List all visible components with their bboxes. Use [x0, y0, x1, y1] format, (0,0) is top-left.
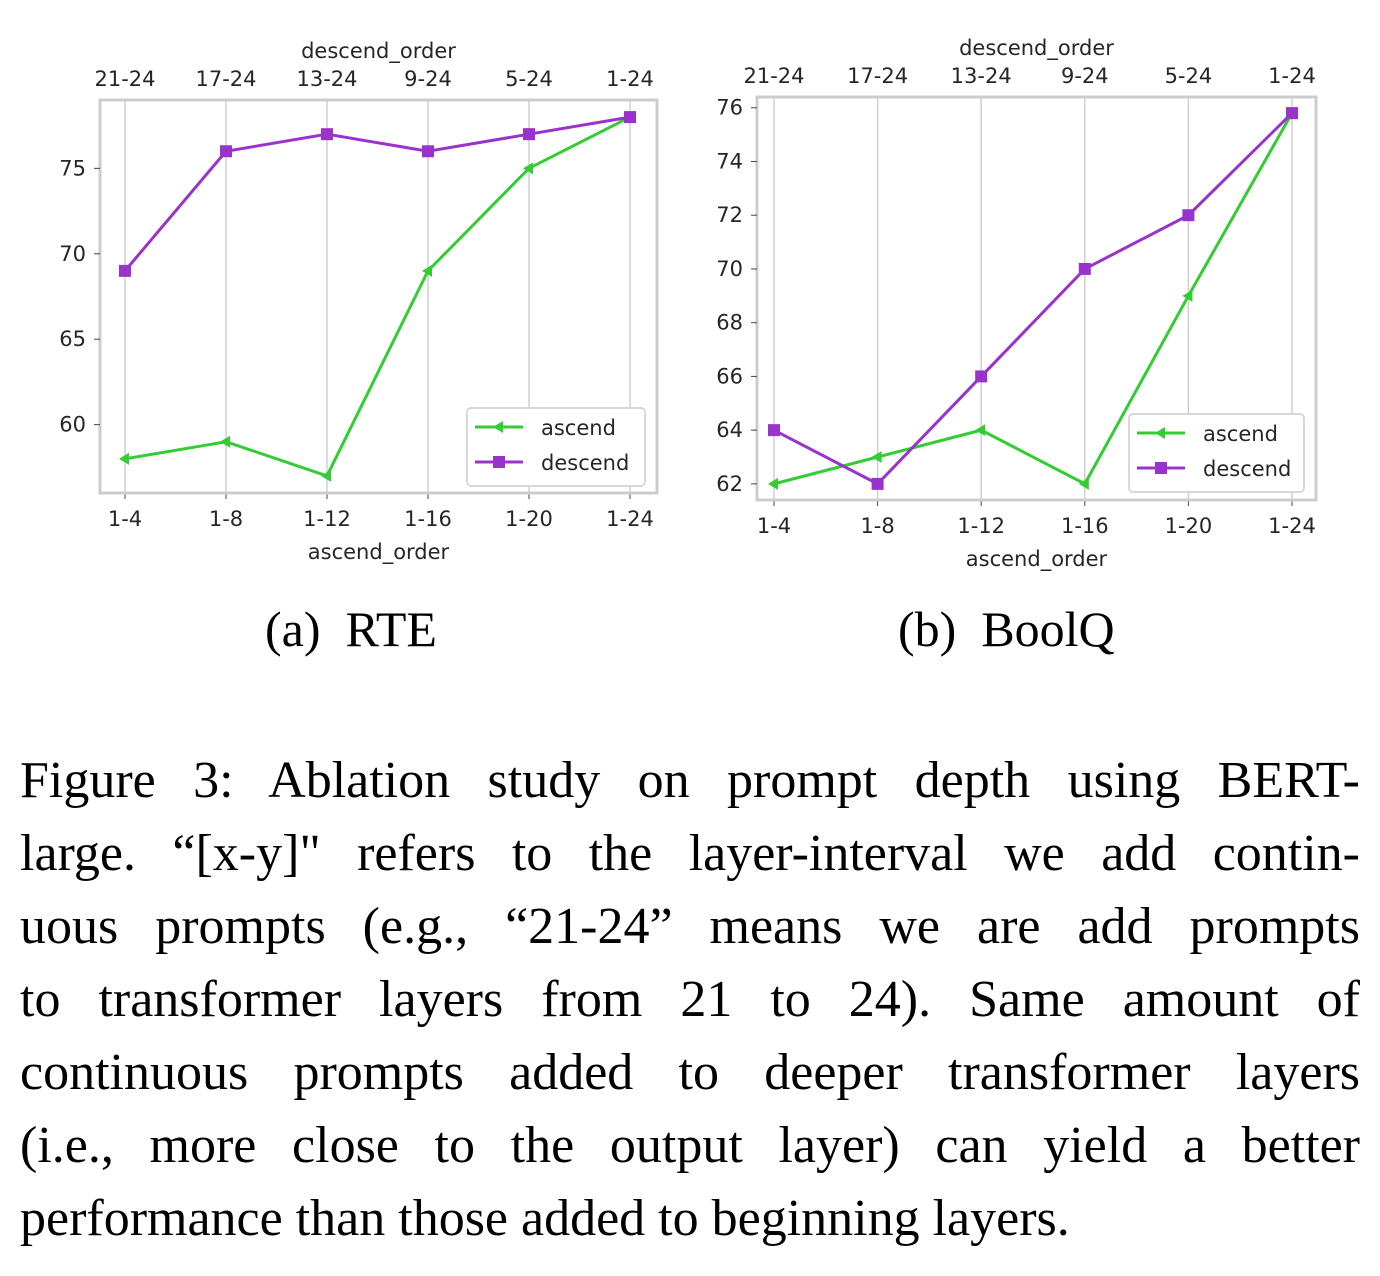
top-tick-label: 21-24	[94, 67, 155, 91]
ascend-marker	[523, 162, 533, 175]
descend-line	[773, 112, 1294, 486]
plot-frame	[98, 98, 659, 495]
series-descend	[119, 111, 636, 277]
y-tick-label: 70	[59, 242, 86, 266]
top-tick-label: 17-24	[847, 64, 908, 88]
descend-marker	[220, 145, 232, 158]
ascend-marker	[119, 452, 129, 465]
top-axis-label: descend_order	[301, 39, 456, 64]
x-tick-label: 1-24	[1268, 514, 1316, 538]
legend-label: ascend	[541, 416, 616, 440]
x-tick-label: 1-8	[209, 507, 243, 531]
ascend-marker	[768, 477, 778, 490]
top-tick-label: 21-24	[743, 64, 804, 88]
caption-line: continuous prompts added to deeper trans…	[20, 1044, 1360, 1101]
descend-marker	[768, 424, 780, 437]
y-tick-label: 72	[716, 203, 743, 227]
top-tick-label: 17-24	[195, 67, 256, 91]
y-tick-label: 62	[716, 472, 743, 496]
x-tick-label: 1-4	[757, 514, 791, 538]
subcaption-label: (a)	[265, 601, 321, 657]
caption-line: uous prompts (e.g., “21-24” means we are…	[20, 898, 1360, 955]
ascend-marker	[1155, 427, 1165, 439]
descend-marker	[1286, 107, 1298, 120]
descend-marker	[975, 370, 988, 383]
x-tick-label: 1-4	[108, 507, 142, 531]
top-tick-label: 1-24	[1268, 64, 1316, 88]
ascend-marker	[871, 451, 882, 464]
y-tick-label: 68	[716, 311, 743, 335]
ascend-marker	[975, 424, 986, 437]
chart-boolq: 1-4 21-24 1-8 17-24 1-12 13-24 1-16 9-24 1-20 5-2…	[716, 36, 1318, 572]
ascend-line	[773, 112, 1294, 486]
ascend-marker	[1078, 477, 1089, 490]
top-tick-label: 13-24	[296, 67, 357, 91]
subcaption-b: (b) BoolQ	[898, 600, 1115, 658]
caption-line: to transformer layers from 21 to 24). Sa…	[20, 971, 1360, 1028]
y-tick-label: 66	[716, 364, 743, 388]
legend-label: descend	[1203, 457, 1291, 481]
caption-line: performance than those added to beginnin…	[20, 1190, 1070, 1247]
descend-marker	[871, 477, 884, 490]
x-tick-label: 1-16	[404, 507, 452, 531]
x-axis-label: ascend_order	[966, 547, 1108, 572]
ascend-marker	[493, 421, 503, 433]
plot-frame	[755, 95, 1318, 502]
subcaption-a: (a) RTE	[265, 600, 437, 658]
top-tick-label: 1-24	[606, 67, 654, 91]
legend: ascend descend	[466, 407, 646, 487]
legend-label: ascend	[1203, 422, 1278, 446]
descend-marker	[321, 128, 333, 141]
caption-line: large. “[x-y]" refers to the layer-inter…	[20, 825, 1360, 882]
y-tick-label: 60	[59, 413, 86, 437]
y-tick-label: 70	[716, 257, 743, 281]
top-tick-label: 13-24	[951, 64, 1012, 88]
x-tick-label: 1-8	[860, 514, 894, 538]
figure-charts: 1-4 21-24 1-8 17-24 1-12 13-24 1-16 9-24 1-20 5-2…	[59, 36, 1318, 572]
top-tick-label: 5-24	[1165, 64, 1213, 88]
x-tick-label: 1-20	[1165, 514, 1213, 538]
top-tick-label: 5-24	[505, 67, 553, 91]
subcaption-label: (b)	[898, 601, 957, 657]
ascend-line	[124, 115, 631, 478]
x-tick-label: 1-20	[505, 507, 553, 531]
figure-caption: Figure 3: Ablation study on prompt depth…	[20, 744, 1360, 1255]
descend-marker	[1078, 262, 1091, 275]
x-tick-label: 1-12	[957, 514, 1005, 538]
caption-line: Figure 3: Ablation study on prompt depth…	[20, 752, 1360, 809]
y-tick-label: 74	[716, 149, 743, 173]
chart-rte: 1-4 21-24 1-8 17-24 1-12 13-24 1-16 9-24 1-20 5-2…	[59, 39, 659, 565]
ascend-marker	[422, 264, 432, 277]
series-descend	[768, 107, 1298, 490]
y-tick-label: 75	[59, 156, 86, 180]
subcaption-title: BoolQ	[981, 601, 1115, 657]
x-axis-label: ascend_order	[308, 540, 450, 565]
x-tick-label: 1-12	[303, 507, 351, 531]
descend-marker	[493, 456, 505, 468]
caption-line: (i.e., more close to the output layer) c…	[20, 1117, 1360, 1174]
top-tick-label: 9-24	[404, 67, 452, 91]
ascend-marker	[1182, 289, 1193, 302]
descend-marker	[624, 111, 636, 124]
ascend-marker	[321, 469, 331, 482]
legend-label: descend	[541, 451, 629, 475]
x-tick-label: 1-16	[1061, 514, 1109, 538]
descend-marker	[1182, 209, 1195, 222]
descend-marker	[119, 264, 131, 277]
descend-line	[123, 115, 631, 272]
descend-marker	[422, 145, 434, 158]
subcaption-title: RTE	[345, 601, 437, 657]
y-tick-label: 76	[716, 96, 743, 120]
x-tick-label: 1-24	[606, 507, 654, 531]
y-tick-label: 65	[59, 327, 86, 351]
descend-marker	[523, 128, 535, 141]
y-tick-label: 64	[716, 418, 743, 442]
descend-marker	[1155, 462, 1167, 474]
legend: ascend descend	[1128, 413, 1305, 493]
ascend-marker	[220, 435, 230, 448]
top-axis-label: descend_order	[959, 36, 1114, 61]
top-tick-label: 9-24	[1061, 64, 1109, 88]
